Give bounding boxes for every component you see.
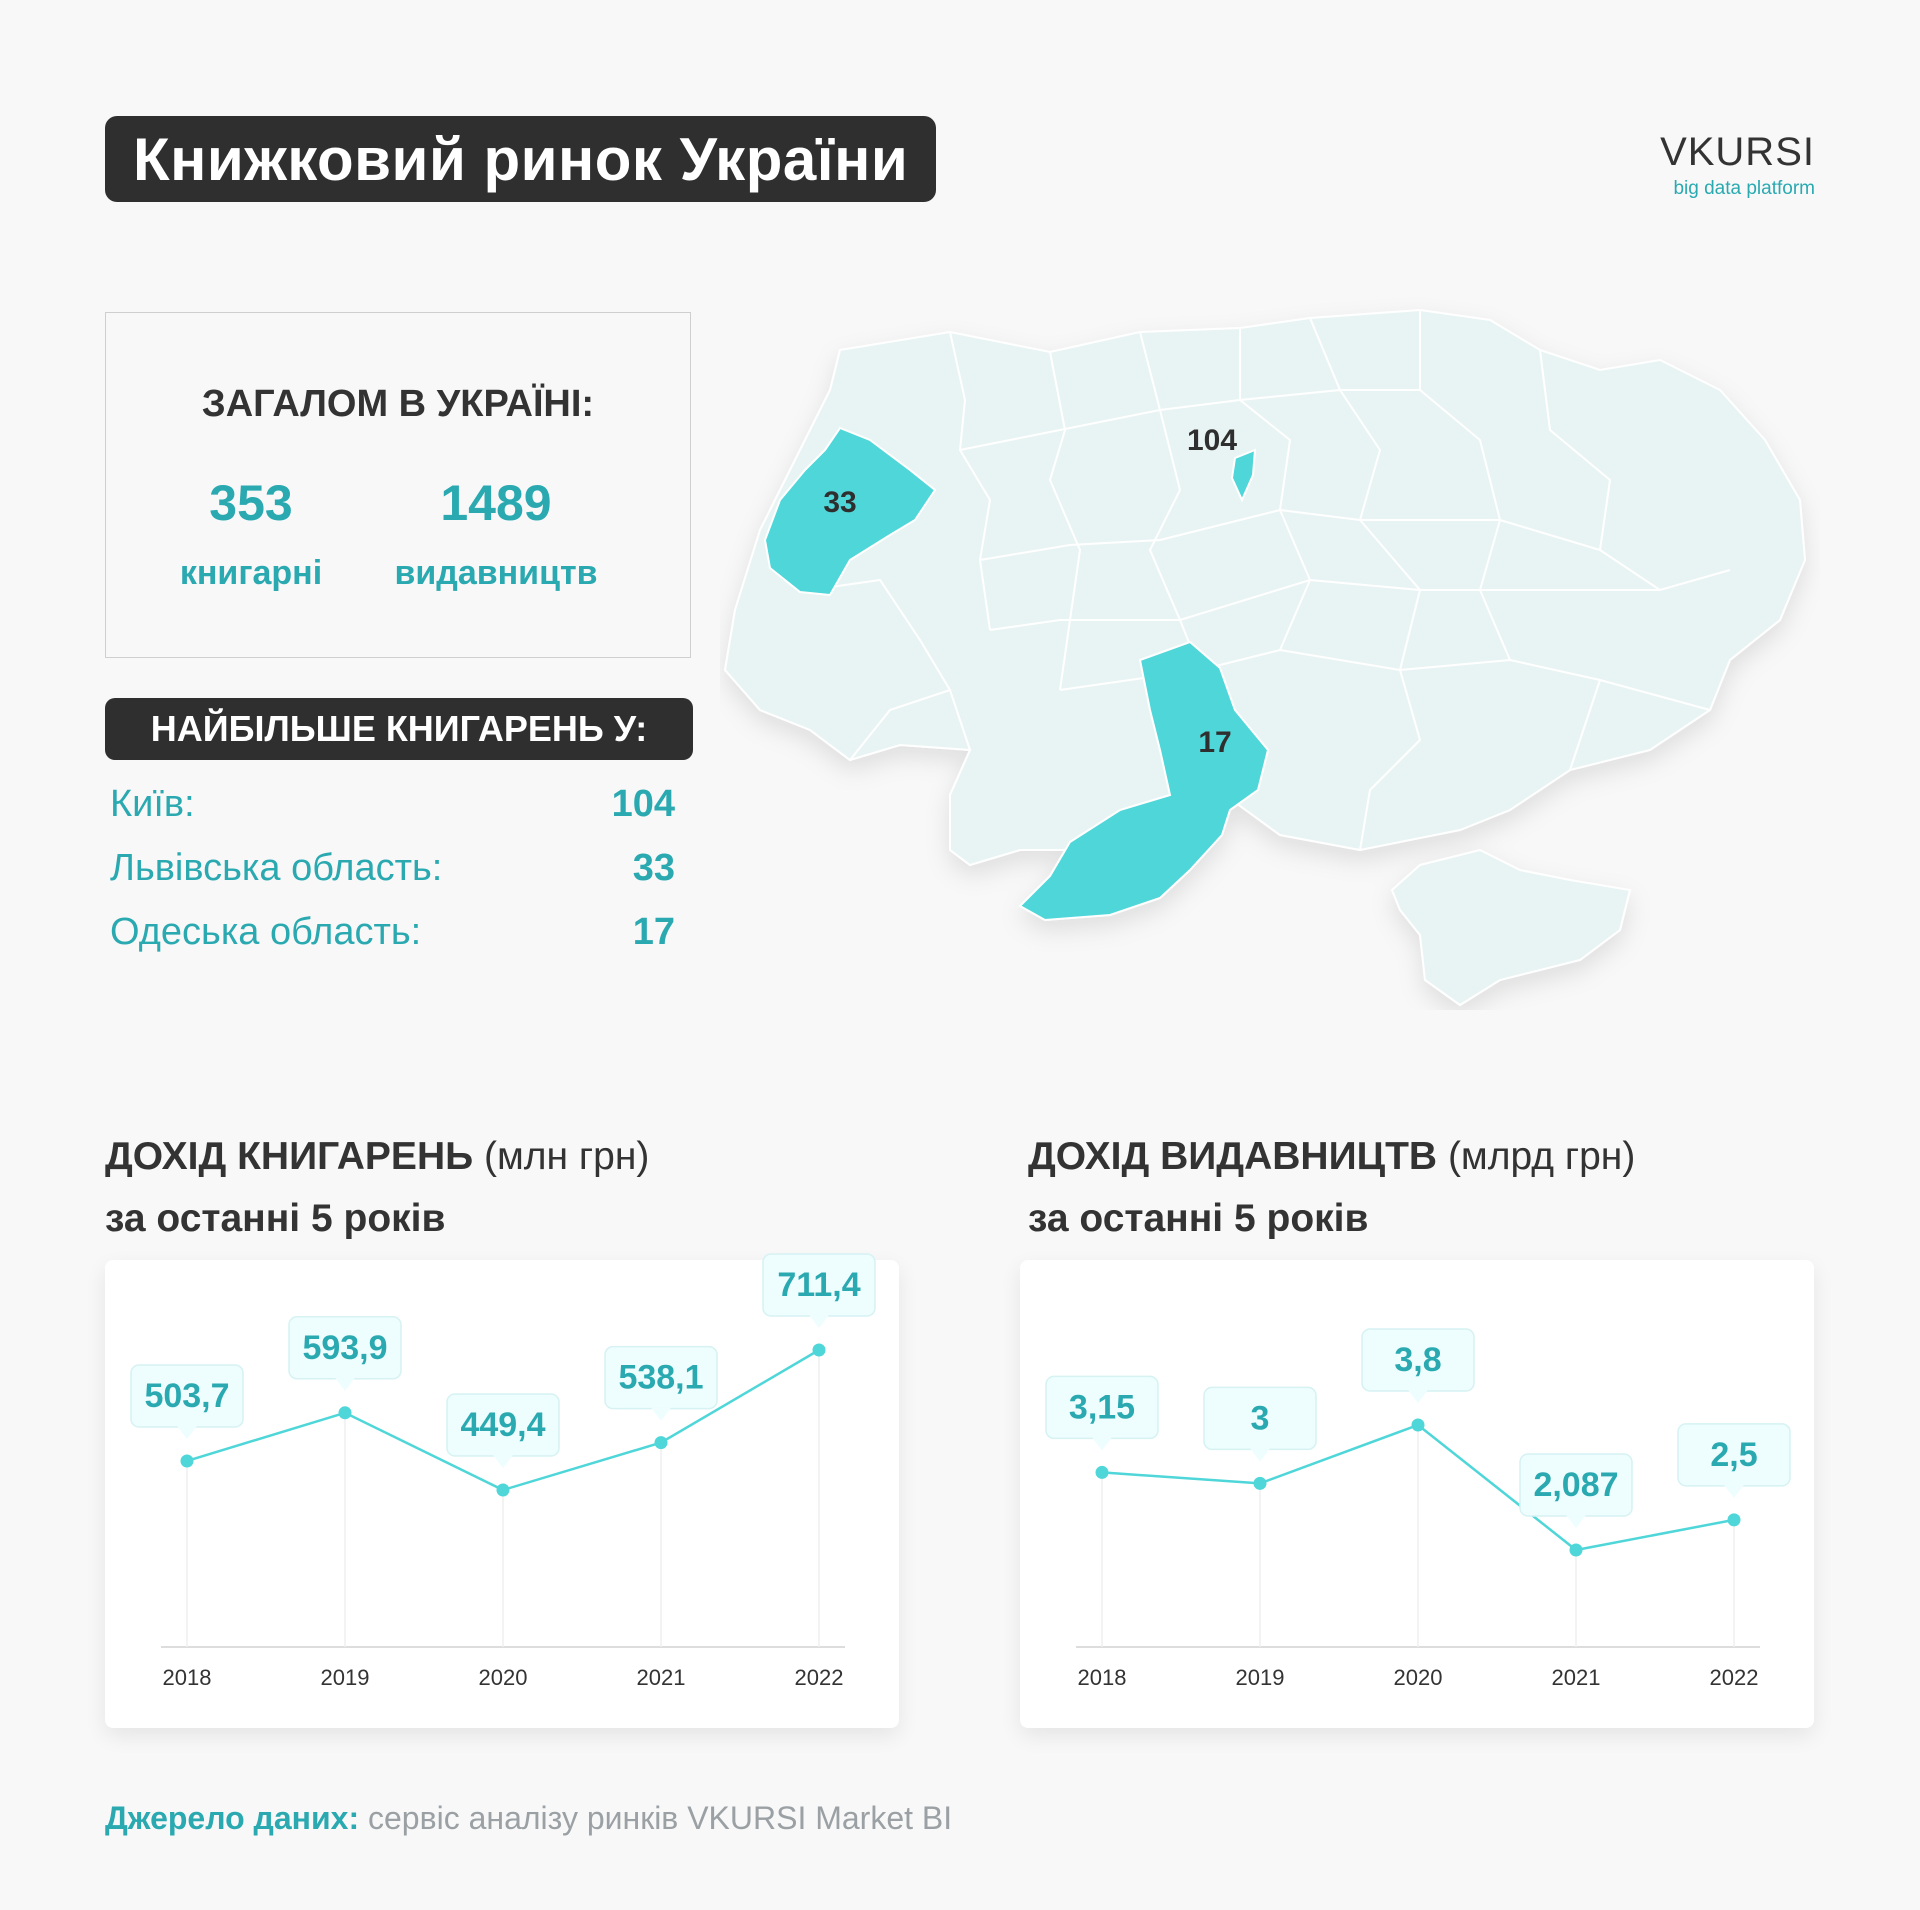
data-point xyxy=(338,1406,352,1420)
source-text: сервіс аналізу ринків VKURSI Market BI xyxy=(368,1800,953,1836)
data-point xyxy=(1727,1513,1741,1527)
data-point xyxy=(1569,1543,1583,1557)
data-point xyxy=(180,1454,194,1468)
list-item: Львівська область: 33 xyxy=(110,836,675,900)
map-region-odesa xyxy=(1018,640,1270,922)
totals-panel: ЗАГАЛОМ В УКРАЇНІ: 353 книгарні 1489 вид… xyxy=(105,312,691,658)
x-tick-label: 2020 xyxy=(1394,1665,1443,1690)
map-region-lviv xyxy=(763,426,937,597)
publishers-stat: 1489 видавництв xyxy=(376,478,616,593)
data-label: 711,4 xyxy=(762,1253,876,1328)
page-title: Книжковий ринок України xyxy=(105,116,937,202)
data-label-text: 503,7 xyxy=(144,1377,229,1415)
region-name: Одеська область: xyxy=(110,910,422,953)
map-label-kyiv: 104 xyxy=(1187,424,1237,457)
data-label: 3,8 xyxy=(1361,1328,1475,1403)
data-label-text: 2,5 xyxy=(1710,1436,1757,1474)
vkursi-logo[interactable]: VKURSI big data platform xyxy=(1660,132,1815,200)
region-count: 33 xyxy=(632,846,675,889)
data-label-text: 3,8 xyxy=(1394,1341,1441,1379)
data-label-text: 538,1 xyxy=(618,1359,703,1397)
data-label: 3 xyxy=(1203,1386,1317,1462)
region-name: Львівська область: xyxy=(110,846,443,889)
data-label: 503,7 xyxy=(130,1364,244,1439)
data-point xyxy=(654,1436,668,1450)
data-point xyxy=(812,1343,826,1357)
data-point xyxy=(496,1483,510,1497)
region-name: Київ: xyxy=(110,782,195,825)
data-label: 2,087 xyxy=(1519,1453,1633,1528)
data-label-text: 449,4 xyxy=(460,1406,545,1444)
data-label: 593,9 xyxy=(288,1316,402,1391)
bookstores-count: 353 xyxy=(209,475,293,531)
publishers-chart-title: ДОХІД ВИДАВНИЦТВ (млрд грн) за останні 5… xyxy=(1028,1126,1635,1250)
publishers-chart-card: 2018 2019 2020 2021 2022 3,15 3 3,8 2,087 2,5 xyxy=(1020,1260,1814,1728)
logo-name: VKURSI xyxy=(1660,130,1815,174)
data-label-text: 3,15 xyxy=(1069,1388,1135,1426)
map-crimea xyxy=(1390,848,1632,1007)
map-region-kyiv-city xyxy=(1230,448,1257,503)
x-tick-label: 2022 xyxy=(1710,1665,1759,1690)
data-label-pointer xyxy=(493,1455,513,1468)
data-source: Джерело даних: сервіс аналізу ринків VKU… xyxy=(105,1800,952,1837)
map-label-odesa: 17 xyxy=(1198,726,1231,759)
bookstores-label: книгарні xyxy=(179,554,323,592)
x-tick-label: 2020 xyxy=(479,1665,528,1690)
map-label-lviv: 33 xyxy=(823,486,856,519)
ukraine-map: 104 33 17 xyxy=(723,308,1807,1007)
totals-heading: ЗАГАЛОМ В УКРАЇНІ: xyxy=(201,383,595,425)
top-regions-heading: НАЙБІЛЬШЕ КНИГАРЕНЬ У: xyxy=(105,698,693,760)
data-label: 2,5 xyxy=(1677,1423,1791,1498)
bookstores-chart-unit: (млн грн) xyxy=(483,1135,650,1178)
data-label-pointer xyxy=(809,1315,829,1328)
bookstores-chart-title: ДОХІД КНИГАРЕНЬ (млн грн) за останні 5 р… xyxy=(105,1126,649,1250)
x-tick-label: 2022 xyxy=(795,1665,844,1690)
map-country-outline xyxy=(723,308,1807,867)
bookstores-chart-title-main: ДОХІД КНИГАРЕНЬ xyxy=(105,1135,474,1178)
data-label-pointer xyxy=(1566,1515,1586,1528)
publishers-chart-subtitle: за останні 5 років xyxy=(1028,1197,1369,1240)
publishers-label: видавництв xyxy=(394,554,598,592)
data-label-text: 593,9 xyxy=(302,1329,387,1367)
data-label-text: 2,087 xyxy=(1533,1466,1618,1504)
x-tick-label: 2018 xyxy=(163,1665,212,1690)
data-label-pointer xyxy=(1408,1390,1428,1403)
publishers-chart-title-main: ДОХІД ВИДАВНИЦТВ xyxy=(1028,1135,1438,1178)
data-label-pointer xyxy=(651,1407,671,1421)
source-label: Джерело даних: xyxy=(105,1800,360,1836)
data-label-pointer xyxy=(1250,1448,1270,1462)
data-label: 449,4 xyxy=(446,1393,560,1468)
region-count: 104 xyxy=(611,782,675,825)
data-label: 538,1 xyxy=(604,1345,718,1421)
list-item: Київ: 104 xyxy=(110,772,675,836)
data-point xyxy=(1253,1476,1267,1490)
region-count: 17 xyxy=(632,910,675,953)
bookstores-chart-card: 2018 2019 2020 2021 2022 503,7 593,9 449,4 538,1… xyxy=(105,1253,899,1728)
list-item: Одеська область: 17 xyxy=(110,900,675,964)
map-labels: 104 33 17 xyxy=(823,424,1237,759)
top-regions-list: Київ: 104 Львівська область: 33 Одеська … xyxy=(110,772,675,964)
publishers-chart-unit: (млрд грн) xyxy=(1447,1135,1636,1178)
data-label-pointer xyxy=(177,1425,197,1439)
x-tick-label: 2021 xyxy=(637,1665,686,1690)
bookstores-stat: 353 книгарні xyxy=(131,478,371,593)
bookstores-revenue-chart: 2018 2019 2020 2021 2022 503,7 593,9 449,4 538,1… xyxy=(130,1253,876,1690)
data-label-pointer xyxy=(335,1377,355,1391)
x-tick-label: 2018 xyxy=(1078,1665,1127,1690)
data-label-pointer xyxy=(1092,1437,1112,1451)
x-tick-label: 2019 xyxy=(1236,1665,1285,1690)
data-label-pointer xyxy=(1724,1484,1744,1498)
bookstores-chart-subtitle: за останні 5 років xyxy=(105,1197,446,1240)
data-point xyxy=(1095,1465,1109,1479)
data-point xyxy=(1411,1418,1425,1432)
publishers-revenue-chart: 2018 2019 2020 2021 2022 3,15 3 3,8 2,087 2,5 xyxy=(1045,1328,1791,1690)
data-label-text: 3 xyxy=(1251,1399,1270,1437)
x-tick-label: 2021 xyxy=(1552,1665,1601,1690)
x-tick-label: 2019 xyxy=(321,1665,370,1690)
data-label: 3,15 xyxy=(1045,1375,1159,1451)
logo-tagline: big data platform xyxy=(1673,178,1815,199)
data-label-text: 711,4 xyxy=(777,1266,860,1304)
publishers-count: 1489 xyxy=(440,475,552,531)
